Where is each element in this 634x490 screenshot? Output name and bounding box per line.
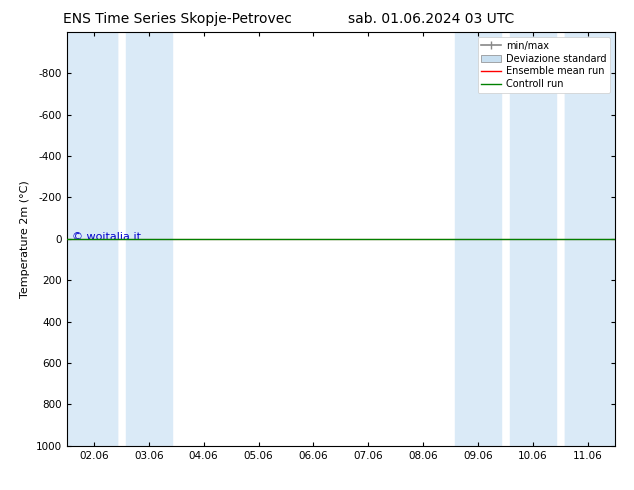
Bar [564, 32, 611, 446]
Text: ENS Time Series Skopje-Petrovec: ENS Time Series Skopje-Petrovec [63, 12, 292, 26]
Text: © woitalia.it: © woitalia.it [72, 232, 141, 242]
Bar [564, 32, 615, 446]
Bar [455, 32, 501, 446]
Y-axis label: Temperature 2m (°C): Temperature 2m (°C) [20, 180, 30, 298]
Bar [510, 32, 556, 446]
Bar [67, 32, 117, 446]
Bar [126, 32, 172, 446]
Bar [71, 32, 117, 446]
Text: sab. 01.06.2024 03 UTC: sab. 01.06.2024 03 UTC [348, 12, 514, 26]
Legend: min/max, Deviazione standard, Ensemble mean run, Controll run: min/max, Deviazione standard, Ensemble m… [477, 37, 610, 93]
